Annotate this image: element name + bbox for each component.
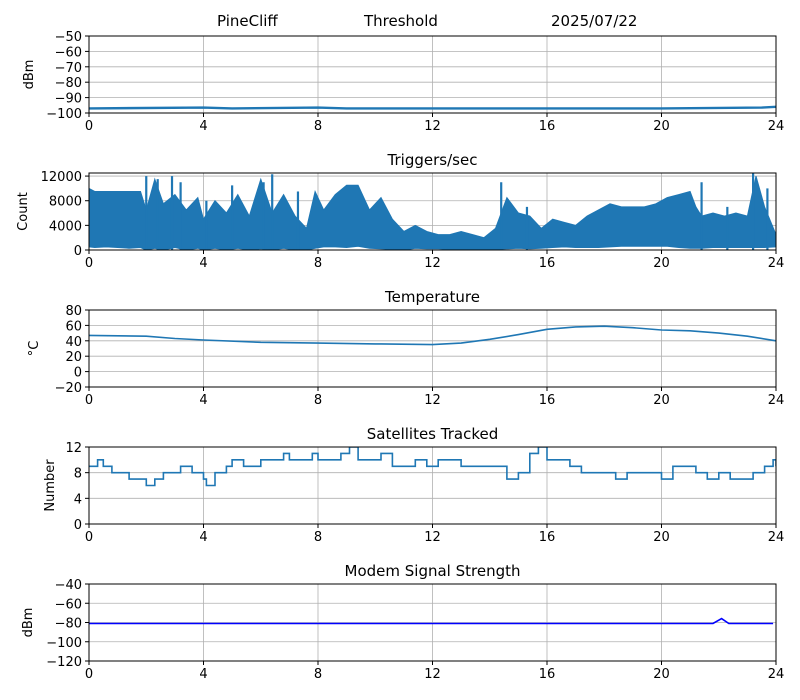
y-tick-label: −80 [55,617,82,632]
grid-lines [88,446,777,525]
series-line [89,617,774,625]
x-tick-label: 16 [539,393,556,408]
y-tick-label: 12000 [41,170,82,185]
plot-area [89,447,776,487]
y-tick-label: 4000 [49,219,82,234]
y-axis-label: dBm [22,60,37,90]
chart-title: Satellites Tracked [367,425,498,443]
chart-panel-1: 0 4 8 12 16 20 24 −50−60−70−80−90−100 dBm [22,30,784,134]
series-line [89,447,776,487]
y-tick-label: −50 [55,30,82,45]
x-tick-label: 12 [424,667,441,682]
y-tick-label: −100 [46,636,82,651]
x-tick-label: 16 [539,119,556,134]
y-tick-label: −60 [55,45,82,60]
station-name: PineCliff [217,12,278,30]
y-tick-label: −60 [55,597,82,612]
x-tick-label: 20 [653,393,670,408]
x-tick-label: 0 [85,256,93,271]
x-tick-label: 12 [424,119,441,134]
y-tick-label: 12 [65,441,82,456]
x-tick-label: 12 [424,393,441,408]
x-tick-label: 4 [199,119,207,134]
y-tick-label: 0 [74,244,82,259]
x-tick-label: 4 [199,530,207,545]
x-tick-label: 20 [653,667,670,682]
x-tick-label: 8 [314,530,322,545]
y-tick-label: −40 [55,578,82,593]
x-tick-label: 0 [85,530,93,545]
chart-panel-4: 0 4 8 12 16 20 24 0 4 8 12 Satellites Tracked Number [43,425,784,545]
y-tick-label: 8 [74,467,82,482]
y-axis-label: dBm [21,608,36,638]
record-date: 2025/07/22 [551,12,638,30]
x-tick-label: 8 [314,119,322,134]
plot-area [89,325,776,346]
grid-lines [88,583,777,662]
x-tick-label: 4 [199,256,207,271]
y-tick-label: 60 [65,319,82,334]
plot-area [89,617,774,625]
chart-panel-5: 0 4 8 12 16 20 24 −40 −60 −80 −100 −120 Modem Signal… [21,562,784,682]
x-tick-label: 20 [653,530,670,545]
y-tick-label: 0 [74,518,82,533]
y-tick-label: 20 [65,350,82,365]
x-tick-label: 20 [653,256,670,271]
y-tick-label: −70 [55,61,82,76]
y-tick-label: 40 [65,335,82,350]
y-tick-label: −80 [55,76,82,91]
y-axis-label: Count [16,192,31,231]
x-tick-label: 4 [199,393,207,408]
y-tick-label: 80 [65,304,82,319]
x-tick-label: 24 [768,119,785,134]
x-tick-label: 24 [768,393,785,408]
grid-lines [88,35,777,114]
y-tick-label: 8000 [49,195,82,210]
y-axis-label: Number [43,459,58,512]
y-tick-label: 4 [74,492,82,507]
triggers-band [89,175,776,250]
x-tick-label: 8 [314,667,322,682]
y-tick-label: −100 [46,107,82,122]
figure-header: PineCliff Threshold 2025/07/22 [0,10,800,34]
x-tick-label: 24 [768,667,785,682]
x-tick-label: 16 [539,256,556,271]
series-line [89,325,776,346]
grid-lines [88,309,777,388]
chart-panel-2: 0 4 8 12 16 20 24 0 4000 8000 12000 Triggers/sec Cou… [16,151,784,271]
y-axis-label: °C [27,341,42,357]
x-tick-label: 24 [768,530,785,545]
plot-area [89,173,776,250]
y-tick-label: −120 [46,655,82,670]
x-tick-label: 0 [85,393,93,408]
chart-title: Triggers/sec [387,151,478,169]
plot-area [89,105,776,110]
x-tick-label: 8 [314,393,322,408]
x-tick-label: 16 [539,530,556,545]
trigger-mode: Threshold [364,12,438,30]
x-tick-label: 16 [539,667,556,682]
y-tick-label: −20 [55,381,82,396]
x-tick-label: 0 [85,119,93,134]
y-tick-label: −90 [55,92,82,107]
series-line [89,105,776,110]
x-tick-label: 8 [314,256,322,271]
x-tick-label: 20 [653,119,670,134]
chart-title: Temperature [384,288,480,306]
x-tick-label: 4 [199,667,207,682]
chart-title: Modem Signal Strength [345,562,521,580]
x-tick-label: 12 [424,256,441,271]
x-tick-label: 24 [768,256,785,271]
y-tick-label: 0 [74,366,82,381]
x-tick-label: 12 [424,530,441,545]
x-tick-label: 0 [85,667,93,682]
